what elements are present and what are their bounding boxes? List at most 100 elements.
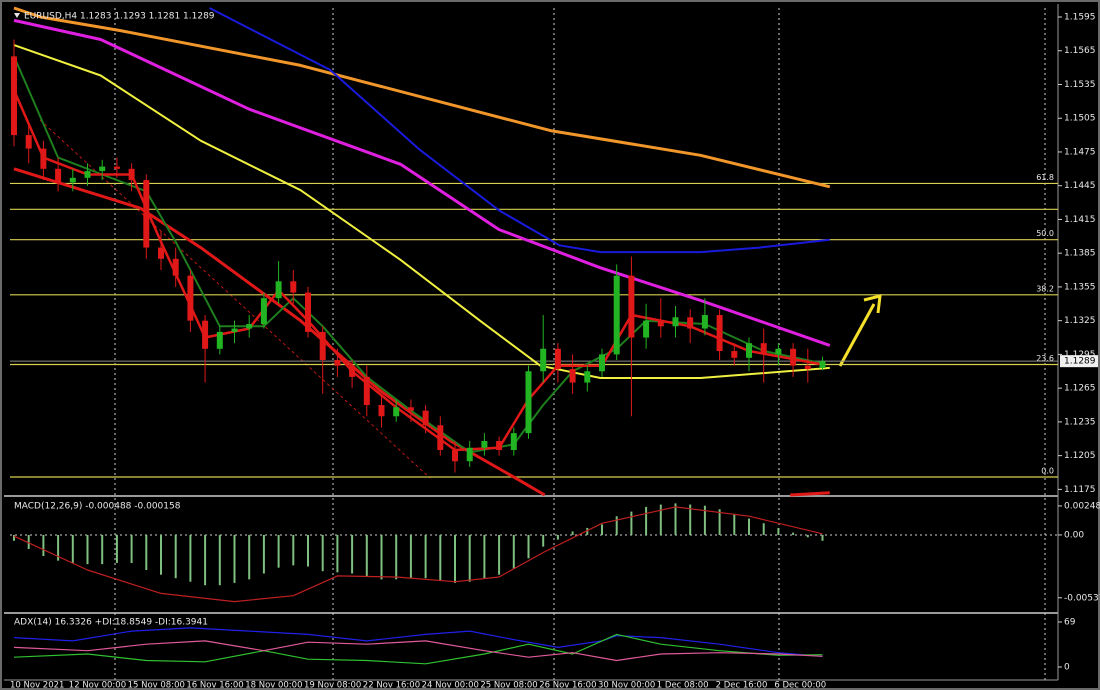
indicator-line — [13, 627, 823, 657]
y-tick-label: 1.1475 — [1064, 147, 1096, 157]
candle-body — [599, 354, 605, 372]
arrow-head — [863, 294, 882, 314]
candle-body — [716, 315, 723, 352]
macd-title: MACD(12,26,9) -0.000488 -0.000158 — [14, 502, 181, 512]
candle-body — [452, 450, 458, 462]
y-tick-label: 1.1175 — [1064, 485, 1096, 495]
x-tick-label: 16 Nov 16:00 — [186, 681, 243, 690]
candle-body — [628, 275, 635, 338]
candle-body — [746, 343, 752, 358]
candle-body — [554, 348, 561, 370]
indicator-line — [13, 44, 830, 379]
y-tick-label: 1.1265 — [1064, 384, 1096, 394]
indicator-line — [12, 89, 823, 452]
candle-body — [672, 317, 679, 327]
indicator-line — [13, 56, 823, 454]
menu-icon[interactable] — [14, 13, 20, 18]
candle-body — [790, 348, 797, 366]
candle-body — [99, 166, 106, 172]
candle-body — [172, 258, 179, 276]
candle-body — [187, 275, 194, 321]
candle-body — [804, 365, 811, 370]
candle-body — [25, 135, 32, 149]
y-tick-label: 1.1535 — [1064, 80, 1096, 90]
y-tick-label: 1.1205 — [1064, 451, 1096, 461]
y-tick-label: 1.1235 — [1064, 417, 1096, 427]
candle-body — [158, 247, 164, 259]
candle-body — [687, 317, 694, 329]
candle-body — [84, 171, 91, 178]
indicator-line — [13, 506, 823, 603]
candle-body — [349, 365, 356, 377]
candle-body — [657, 320, 664, 327]
candle-body — [216, 331, 223, 349]
candle-body — [466, 447, 473, 462]
x-tick-label: 18 Nov 00:00 — [245, 681, 302, 690]
candle-body — [275, 281, 282, 299]
y-tick-label: 1.1565 — [1064, 46, 1096, 56]
x-tick-label: 10 Nov 2021 — [10, 681, 64, 690]
candle-body — [290, 281, 297, 293]
candle-body — [143, 180, 150, 248]
candle-body — [55, 168, 62, 183]
y-tick-label: 69 — [1064, 617, 1076, 627]
candle-body — [422, 410, 429, 426]
candle-body — [113, 166, 120, 169]
candle-body — [128, 168, 135, 181]
x-tick-label: 19 Nov 08:00 — [304, 681, 361, 690]
candle-body — [363, 376, 370, 406]
vertical-grid — [114, 8, 1046, 680]
candle-body — [540, 348, 547, 372]
y-tick-label: 1.1505 — [1064, 114, 1096, 124]
candle-body — [231, 328, 238, 332]
candle-body — [319, 331, 326, 361]
candle-body — [378, 405, 385, 417]
fib-label: 38.2 — [1036, 284, 1054, 293]
candle-body — [246, 324, 253, 329]
y-tick-label: 0.00 — [1064, 530, 1084, 540]
candle-body — [202, 320, 209, 349]
candle-body — [525, 371, 532, 434]
x-tick-label: 1 Dec 08:00 — [657, 681, 709, 690]
candle-body — [407, 407, 414, 411]
candle-body — [496, 441, 503, 451]
fib-label: 23.6 — [1036, 354, 1054, 363]
candle-body — [334, 360, 341, 366]
x-tick-label: 26 Nov 16:00 — [539, 681, 596, 690]
y-tick-label: 1.1355 — [1064, 282, 1096, 292]
candle-body — [775, 348, 782, 355]
candle-body — [510, 433, 517, 451]
y-tick-label: 1.1385 — [1064, 249, 1096, 259]
candle-body — [305, 292, 311, 332]
x-tick-label: 30 Nov 00:00 — [598, 681, 655, 690]
trend-line — [39, 119, 431, 479]
indicator-line — [209, 7, 830, 254]
indicator-line — [13, 640, 823, 662]
candle-body — [437, 425, 444, 451]
candle-body — [393, 407, 400, 417]
indicator-line — [13, 633, 823, 665]
x-tick-label: 15 Nov 08:00 — [128, 681, 185, 690]
arrow — [838, 303, 876, 367]
candle-body — [643, 320, 650, 338]
candle-body — [701, 315, 708, 329]
candle-body — [40, 148, 47, 169]
candle-body — [584, 371, 591, 383]
candle-body — [69, 177, 76, 183]
candle-body — [569, 369, 576, 383]
candle-body — [613, 275, 620, 355]
indicator-line — [13, 6, 831, 189]
y-tick-label: -0.005374 — [1064, 593, 1100, 603]
x-tick-label: 2 Dec 16:00 — [716, 681, 768, 690]
y-tick-label: 0 — [1064, 663, 1070, 673]
y-tick-label: 1.1445 — [1064, 181, 1096, 191]
candle-body — [481, 441, 488, 448]
x-tick-label: 25 Nov 08:00 — [480, 681, 537, 690]
y-tick-label: 1.1295 — [1064, 350, 1096, 360]
fib-label: 61.8 — [1036, 173, 1054, 182]
y-tick-label: 1.1325 — [1064, 316, 1096, 326]
fib-label: 0.0 — [1041, 467, 1054, 476]
last-price-box — [1060, 355, 1098, 368]
